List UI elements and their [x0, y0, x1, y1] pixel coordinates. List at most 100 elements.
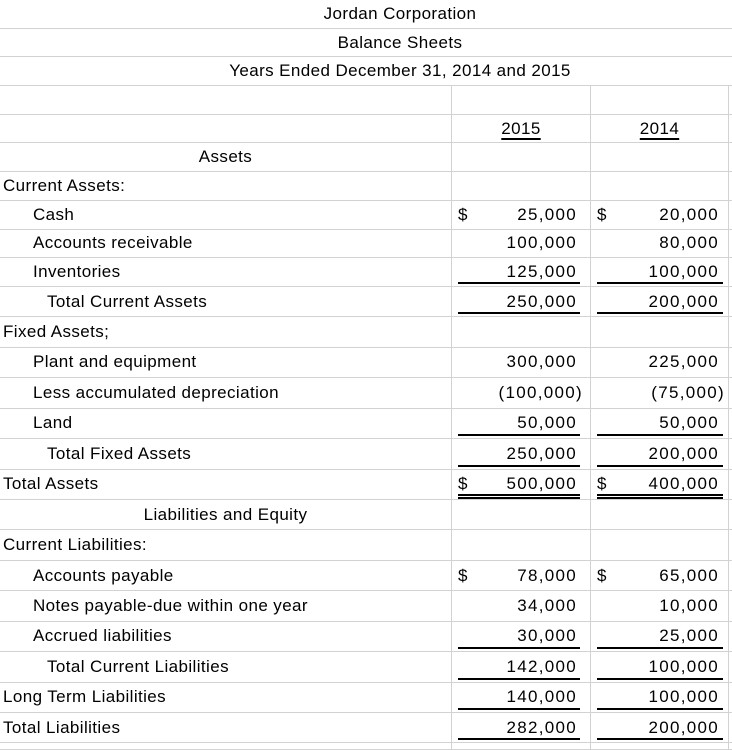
sheet-right-margin [729, 591, 732, 622]
cell-total-liabilities-2014[interactable]: 200,000 [591, 713, 729, 744]
row-label-less-accumulated-depreciation[interactable]: Less accumulated depreciation [0, 378, 452, 409]
cell-accounts-payable-2014[interactable]: $65,000 [591, 560, 729, 592]
cell-total-current-assets-2015[interactable]: 250,000 [452, 286, 591, 318]
cell-long-term-liabilities-2014[interactable]: 100,000 [591, 682, 729, 713]
row-label-total-fixed-assets[interactable]: Total Fixed Assets [0, 439, 452, 470]
row-label-total-current-assets[interactable]: Total Current Assets [0, 286, 452, 318]
row-label-text: Accounts receivable [33, 233, 193, 253]
value-accounts-payable-2015: 78,000 [517, 565, 577, 585]
empty-cell[interactable] [0, 743, 452, 750]
sheet-right-margin [729, 530, 732, 561]
cell-accounts-receivable-2015[interactable]: 100,000 [452, 229, 591, 259]
cell-total-current-liabilities-2014[interactable]: 100,000 [591, 652, 729, 683]
value-total-current-assets-2015: 250,000 [506, 291, 577, 311]
row-label-accrued-liabilities[interactable]: Accrued liabilities [0, 621, 452, 653]
cell-current-liabilities-2014[interactable] [591, 530, 729, 561]
value-accrued-liabilities-2014: 25,000 [659, 626, 719, 646]
value-total-assets-2014: 400,000 [648, 474, 719, 494]
row-label-cash[interactable]: Cash [0, 200, 452, 230]
cell-total-current-liabilities-2015[interactable]: 142,000 [452, 652, 591, 683]
cell-notes-payable-due-within-one-year-2015[interactable]: 34,000 [452, 591, 591, 622]
sheet-right-margin [729, 713, 732, 744]
currency-symbol: $ [458, 474, 468, 494]
cell-accounts-payable-2015[interactable]: $78,000 [452, 560, 591, 592]
cell-less-accumulated-depreciation-2014[interactable]: (75,000) [591, 378, 729, 409]
cell-total-current-assets-2014[interactable]: 200,000 [591, 286, 729, 318]
row-label-plant-and-equipment[interactable]: Plant and equipment [0, 347, 452, 379]
empty-cell[interactable] [591, 499, 729, 531]
title-row-years-ended-december-31-2014-and-2015[interactable]: Years Ended December 31, 2014 and 2015 [0, 57, 732, 87]
cell-inventories-2014[interactable]: 100,000 [591, 258, 729, 287]
value-inventories-2015: 125,000 [506, 262, 577, 282]
row-label-total-assets[interactable]: Total Assets [0, 469, 452, 500]
cell-cash-2015[interactable]: $25,000 [452, 200, 591, 230]
value-plant-and-equipment-2014: 225,000 [648, 352, 719, 372]
empty-cell[interactable] [452, 499, 591, 531]
row-label-long-term-liabilities[interactable]: Long Term Liabilities [0, 682, 452, 713]
currency-symbol: $ [597, 474, 607, 494]
cell-accrued-liabilities-2015[interactable]: 30,000 [452, 621, 591, 653]
cell-total-fixed-assets-2015[interactable]: 250,000 [452, 439, 591, 470]
cell-fixed-assets-2015[interactable] [452, 317, 591, 348]
cell-plant-and-equipment-2014[interactable]: 225,000 [591, 347, 729, 379]
value-accrued-liabilities-2015: 30,000 [517, 626, 577, 646]
row-label-land[interactable]: Land [0, 408, 452, 440]
cell-current-assets-2014[interactable] [591, 172, 729, 201]
sheet-right-margin [729, 172, 732, 201]
empty-cell[interactable] [452, 143, 591, 173]
cell-total-assets-2015[interactable]: $500,000 [452, 469, 591, 500]
cell-long-term-liabilities-2015[interactable]: 140,000 [452, 682, 591, 713]
empty-cell[interactable] [452, 86, 591, 115]
row-label-text: Notes payable-due within one year [33, 595, 308, 615]
value-less-accumulated-depreciation-2015: (100,000) [498, 382, 583, 402]
cell-total-fixed-assets-2014[interactable]: 200,000 [591, 439, 729, 470]
row-label-inventories[interactable]: Inventories [0, 258, 452, 287]
cell-cash-2014[interactable]: $20,000 [591, 200, 729, 230]
empty-cell[interactable] [591, 86, 729, 115]
sheet-right-margin [729, 200, 732, 230]
row-label-text: Total Current Liabilities [47, 656, 229, 676]
cell-land-2015[interactable]: 50,000 [452, 408, 591, 440]
cell-total-liabilities-2015[interactable]: 282,000 [452, 713, 591, 744]
row-label-total-liabilities[interactable]: Total Liabilities [0, 713, 452, 744]
sheet-right-margin [729, 258, 732, 287]
empty-cell[interactable] [591, 143, 729, 173]
cell-current-liabilities-2015[interactable] [452, 530, 591, 561]
section-header-liabilities-and-equity[interactable]: Liabilities and Equity [0, 499, 452, 531]
currency-symbol: $ [597, 204, 607, 224]
row-label-current-assets[interactable]: Current Assets: [0, 172, 452, 201]
column-header-2015[interactable]: 2015 [452, 114, 591, 144]
row-label-text: Current Liabilities: [3, 535, 148, 555]
cell-accrued-liabilities-2014[interactable]: 25,000 [591, 621, 729, 653]
sheet-right-margin [729, 408, 732, 440]
row-label-accounts-payable[interactable]: Accounts payable [0, 560, 452, 592]
cell-land-2014[interactable]: 50,000 [591, 408, 729, 440]
value-inventories-2014: 100,000 [648, 262, 719, 282]
sheet-right-margin [729, 229, 732, 259]
row-label-current-liabilities[interactable]: Current Liabilities: [0, 530, 452, 561]
cell-accounts-receivable-2014[interactable]: 80,000 [591, 229, 729, 259]
value-accounts-payable-2014: 65,000 [659, 565, 719, 585]
row-label-fixed-assets[interactable]: Fixed Assets; [0, 317, 452, 348]
section-header-assets[interactable]: Assets [0, 143, 452, 173]
row-label-accounts-receivable[interactable]: Accounts receivable [0, 229, 452, 259]
cell-plant-and-equipment-2015[interactable]: 300,000 [452, 347, 591, 379]
cell-notes-payable-due-within-one-year-2014[interactable]: 10,000 [591, 591, 729, 622]
cell-fixed-assets-2014[interactable] [591, 317, 729, 348]
section-header-label: Liabilities and Equity [143, 504, 308, 524]
column-header-2014[interactable]: 2014 [591, 114, 729, 144]
cell-inventories-2015[interactable]: 125,000 [452, 258, 591, 287]
title-row-jordan-corporation[interactable]: Jordan Corporation [0, 0, 732, 29]
row-label-notes-payable-due-within-one-year[interactable]: Notes payable-due within one year [0, 591, 452, 622]
row-label-text: Cash [33, 204, 75, 224]
empty-cell[interactable] [452, 743, 591, 750]
empty-cell[interactable] [591, 743, 729, 750]
title-row-balance-sheets[interactable]: Balance Sheets [0, 28, 732, 58]
cell-less-accumulated-depreciation-2015[interactable]: (100,000) [452, 378, 591, 409]
section-header-label: Assets [198, 147, 253, 167]
empty-cell[interactable] [0, 86, 452, 115]
cell-rowlabel-blank[interactable] [0, 114, 452, 144]
cell-total-assets-2014[interactable]: $400,000 [591, 469, 729, 500]
row-label-total-current-liabilities[interactable]: Total Current Liabilities [0, 652, 452, 683]
cell-current-assets-2015[interactable] [452, 172, 591, 201]
